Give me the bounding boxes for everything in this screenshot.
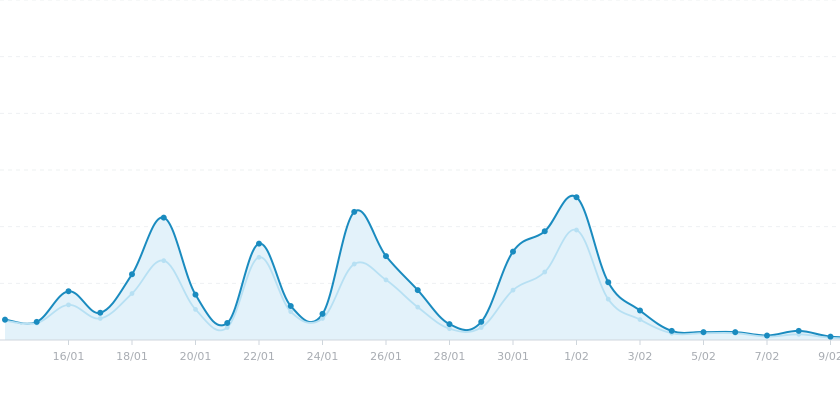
series-1-point[interactable] bbox=[764, 332, 770, 339]
series-1-point[interactable] bbox=[256, 240, 262, 247]
series-1-point[interactable] bbox=[510, 248, 516, 255]
series-2-point[interactable] bbox=[383, 277, 389, 283]
series-1-point[interactable] bbox=[573, 194, 580, 201]
series-1-point[interactable] bbox=[668, 327, 675, 334]
series-2-point[interactable] bbox=[415, 304, 421, 310]
series-1-area bbox=[5, 195, 840, 340]
series-2-point[interactable] bbox=[510, 287, 516, 293]
x-tick-label: 9/02 bbox=[818, 350, 840, 363]
series-1-point[interactable] bbox=[795, 327, 802, 334]
series-1-point[interactable] bbox=[414, 287, 421, 294]
series-2-point[interactable] bbox=[605, 296, 611, 302]
series-2-point[interactable] bbox=[193, 307, 198, 312]
series-1-point[interactable] bbox=[65, 288, 72, 295]
gridlines bbox=[0, 0, 840, 284]
series-1-point[interactable] bbox=[97, 309, 104, 316]
series-2-point[interactable] bbox=[161, 258, 167, 264]
series-2-point[interactable] bbox=[66, 302, 71, 308]
series-1-point[interactable] bbox=[383, 253, 389, 260]
series-1-point[interactable] bbox=[33, 318, 40, 325]
series-1-point[interactable] bbox=[605, 279, 612, 286]
series-1-point[interactable] bbox=[478, 318, 485, 325]
x-tick-label: 30/01 bbox=[497, 350, 529, 363]
series-2-point[interactable] bbox=[256, 254, 262, 260]
series-1-point[interactable] bbox=[541, 228, 548, 235]
series-2-point[interactable] bbox=[288, 309, 294, 315]
series-1-point[interactable] bbox=[2, 316, 8, 323]
series-lines bbox=[4, 194, 840, 340]
x-tick-label: 26/01 bbox=[370, 350, 402, 363]
series-2-point[interactable] bbox=[637, 317, 643, 322]
series-2-point[interactable] bbox=[224, 325, 230, 330]
series-1-point[interactable] bbox=[637, 307, 643, 314]
series-2-point[interactable] bbox=[129, 291, 135, 296]
x-tick-label: 1/02 bbox=[564, 350, 589, 363]
series-2-line bbox=[4, 228, 840, 340]
x-tick-label: 20/01 bbox=[180, 350, 212, 363]
series-1-point[interactable] bbox=[160, 214, 167, 221]
series-1-line bbox=[4, 194, 840, 339]
x-tick-label: 3/02 bbox=[628, 350, 653, 363]
series-1-point[interactable] bbox=[224, 320, 231, 326]
series-1-point[interactable] bbox=[319, 310, 326, 317]
series-2-point[interactable] bbox=[320, 316, 325, 321]
series-1-point[interactable] bbox=[129, 271, 135, 278]
x-axis-ticks: 16/01 18/01 20/01 22/01 24/01 26/01 28/01 30/01… bbox=[53, 340, 840, 363]
series-areas bbox=[5, 195, 840, 340]
series-1-point[interactable] bbox=[827, 333, 834, 340]
series-2-point[interactable] bbox=[574, 227, 579, 233]
x-tick-label: 24/01 bbox=[307, 350, 339, 363]
series-2-point[interactable] bbox=[542, 269, 548, 275]
series-2-point[interactable] bbox=[97, 316, 103, 321]
series-2-point[interactable] bbox=[478, 325, 484, 330]
x-tick-label: 7/02 bbox=[755, 350, 780, 363]
series-1-point[interactable] bbox=[446, 321, 453, 328]
series-1-point[interactable] bbox=[287, 303, 294, 309]
x-tick-label: 28/01 bbox=[434, 350, 466, 363]
series-1-point[interactable] bbox=[351, 208, 358, 215]
series-1-point[interactable] bbox=[732, 329, 739, 336]
series-points bbox=[2, 194, 834, 341]
x-tick-label: 22/01 bbox=[243, 350, 275, 363]
series-2-point[interactable] bbox=[351, 261, 357, 267]
series-1-point[interactable] bbox=[700, 329, 707, 336]
series-2-point[interactable] bbox=[447, 326, 452, 332]
x-tick-label: 18/01 bbox=[116, 350, 148, 363]
x-tick-label: 16/01 bbox=[53, 350, 85, 363]
series-1-point[interactable] bbox=[192, 291, 199, 298]
x-tick-label: 5/02 bbox=[691, 350, 716, 363]
